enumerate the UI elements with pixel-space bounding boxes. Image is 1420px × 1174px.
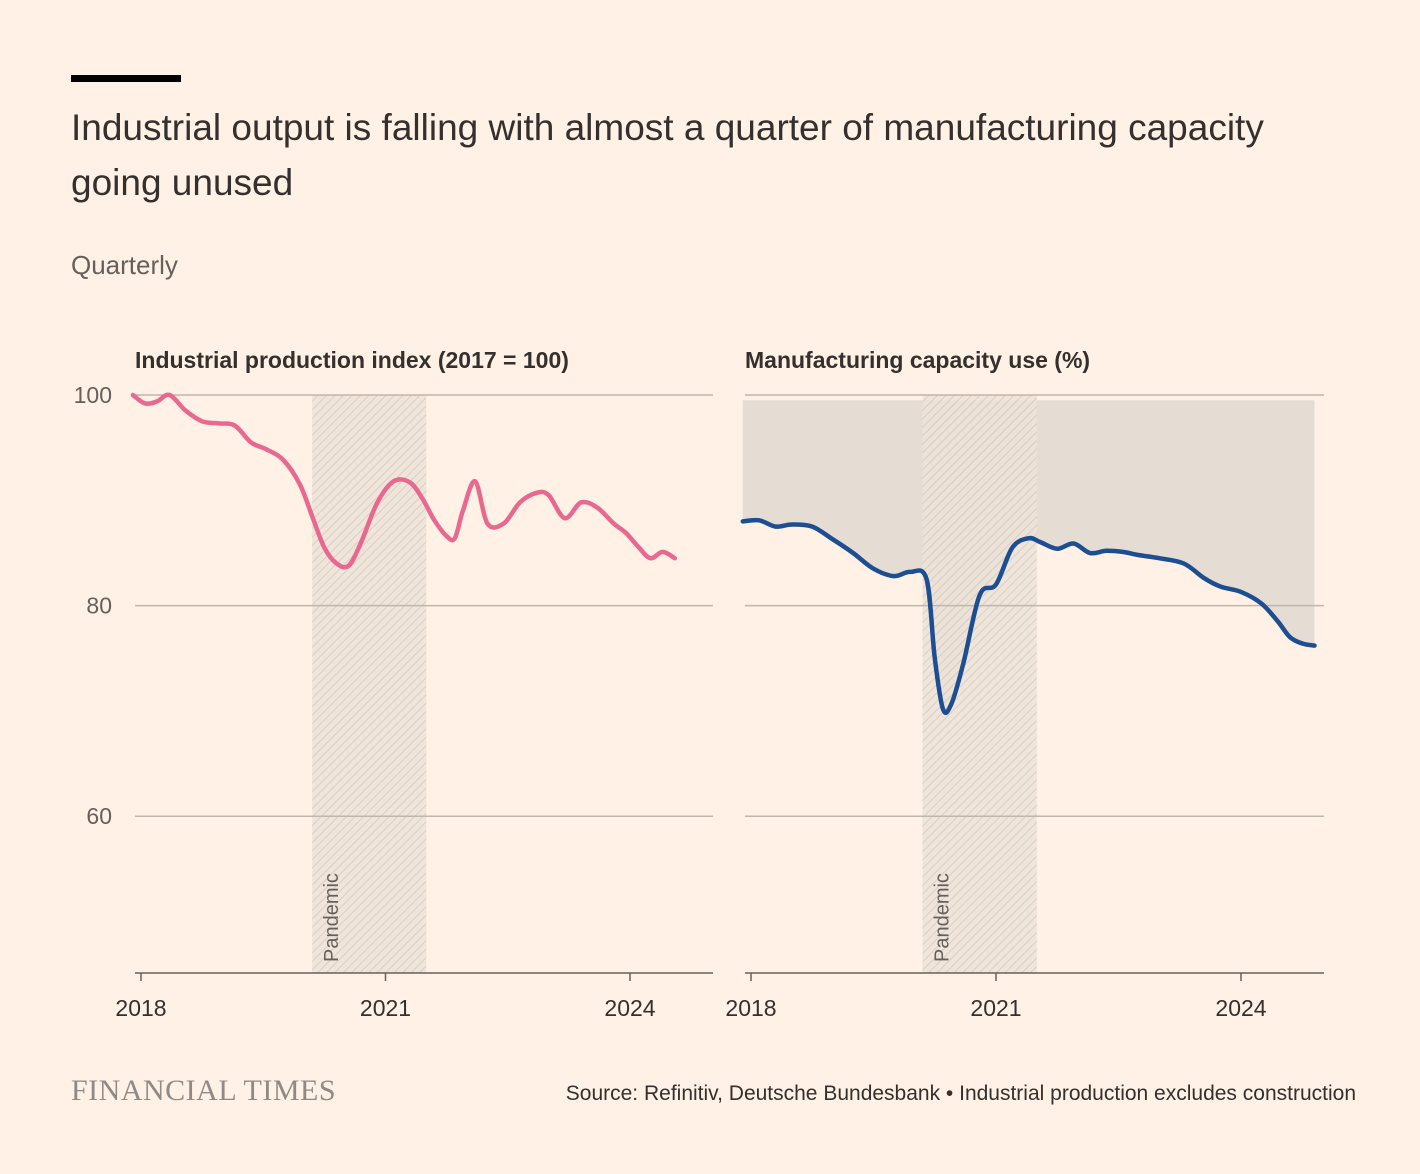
pandemic-label: Pandemic <box>321 873 343 962</box>
x-tick-label: 2018 <box>725 995 776 1021</box>
series-line <box>130 392 678 570</box>
pandemic-label: Pandemic <box>932 873 954 962</box>
x-tick-label: 2018 <box>115 995 166 1021</box>
x-tick-label: 2021 <box>360 995 411 1021</box>
source-note: Source: Refinitiv, Deutsche Bundesbank •… <box>565 1082 1356 1105</box>
panel-title: Industrial production index (2017 = 100) <box>135 347 569 373</box>
x-tick-label: 2024 <box>1215 995 1266 1021</box>
capacity-use-panel: Manufacturing capacity use (%) Pandemic 20… <box>725 347 1324 1021</box>
ft-logo: FINANCIAL TIMES <box>71 1074 337 1107</box>
chart-title: Industrial output is falling with almost… <box>71 107 1264 203</box>
panel-title: Manufacturing capacity use (%) <box>745 347 1090 373</box>
series-line <box>740 517 1317 716</box>
pandemic-band <box>312 395 427 973</box>
ft-top-bar <box>71 75 181 82</box>
x-tick-label: 2021 <box>970 995 1021 1021</box>
y-tick-label: 80 <box>86 593 112 619</box>
x-tick-label: 2024 <box>604 995 655 1021</box>
y-tick-label: 60 <box>86 803 112 829</box>
industrial-production-panel: Industrial production index (2017 = 100)… <box>74 347 713 1021</box>
pandemic-band <box>922 395 1037 973</box>
y-tick-label: 100 <box>74 382 112 408</box>
unused-capacity-area <box>742 400 1315 713</box>
chart-subtitle: Quarterly <box>71 250 178 280</box>
